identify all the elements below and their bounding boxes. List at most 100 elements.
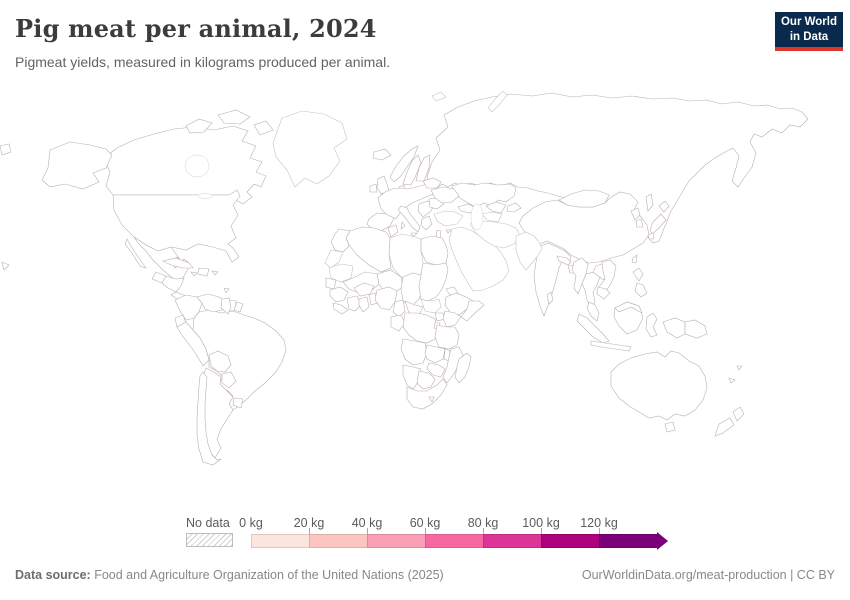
legend-segment-20-40[interactable]: [309, 534, 367, 548]
country-new-caledonia[interactable]: [728, 377, 736, 384]
country-egypt[interactable]: [420, 235, 449, 266]
country-malaysia-peninsular[interactable]: [586, 301, 600, 322]
country-japan-hokkaido[interactable]: [658, 200, 670, 213]
country-somalia[interactable]: [460, 300, 485, 322]
country-sweden[interactable]: [402, 154, 422, 186]
country-north-korea[interactable]: [630, 207, 641, 221]
country-fiji[interactable]: [736, 365, 743, 371]
country-sakhalin[interactable]: [645, 193, 654, 212]
legend-segment-40-60[interactable]: [367, 534, 425, 548]
country-kenya[interactable]: [442, 310, 462, 328]
legend-segment-80-100[interactable]: [483, 534, 541, 548]
country-uzbekistan[interactable]: [485, 201, 507, 214]
country-italy[interactable]: [397, 205, 421, 233]
country-algeria[interactable]: [345, 226, 392, 273]
country-eritrea[interactable]: [445, 286, 459, 296]
country-japan-honshu[interactable]: [649, 213, 667, 235]
country-cambodia[interactable]: [596, 286, 611, 300]
country-sumatra[interactable]: [576, 313, 610, 344]
country-senegal[interactable]: [325, 277, 337, 290]
legend-segment-60-80[interactable]: [425, 534, 483, 548]
country-hispaniola[interactable]: [197, 267, 210, 277]
country-sicily[interactable]: [410, 232, 418, 238]
country-canada-island-1[interactable]: [185, 118, 213, 134]
country-ireland[interactable]: [369, 183, 378, 193]
country-cameroon[interactable]: [392, 299, 406, 318]
owid-logo[interactable]: Our World in Data: [775, 12, 843, 51]
country-mexico[interactable]: [133, 236, 189, 282]
country-chukotka-fragment[interactable]: [0, 143, 12, 156]
country-novaya-zemlya[interactable]: [487, 90, 508, 113]
country-canada-island-3[interactable]: [253, 120, 274, 136]
country-south-korea[interactable]: [635, 218, 644, 228]
country-mongolia[interactable]: [558, 189, 610, 208]
country-gabon-congo[interactable]: [390, 314, 406, 332]
country-peru[interactable]: [176, 321, 210, 367]
country-burkina-faso[interactable]: [353, 282, 375, 297]
country-car[interactable]: [404, 300, 424, 316]
country-south-africa[interactable]: [406, 378, 448, 410]
legend-no-data-swatch[interactable]: [186, 533, 233, 547]
country-ukraine[interactable]: [430, 186, 460, 204]
country-uruguay[interactable]: [232, 397, 244, 409]
footer-credit[interactable]: OurWorldinData.org/meat-production | CC …: [581, 568, 835, 582]
country-turkmenistan[interactable]: [481, 211, 503, 223]
country-greece[interactable]: [420, 215, 433, 231]
country-west-papua[interactable]: [662, 317, 686, 339]
country-lesotho[interactable]: [428, 396, 435, 403]
country-tasmania[interactable]: [664, 421, 676, 433]
country-trinidad[interactable]: [223, 287, 230, 294]
country-ghana[interactable]: [358, 296, 370, 313]
country-greenland[interactable]: [272, 110, 348, 188]
country-spain-portugal[interactable]: [366, 212, 395, 232]
country-philippines-luzon[interactable]: [632, 267, 644, 282]
country-kazakhstan[interactable]: [451, 182, 517, 208]
country-french-guiana[interactable]: [233, 301, 244, 313]
country-guinea[interactable]: [329, 286, 349, 303]
country-paraguay[interactable]: [221, 371, 237, 389]
country-belarus-baltics[interactable]: [422, 177, 442, 189]
country-malaysia-east[interactable]: [614, 301, 643, 314]
country-taiwan[interactable]: [631, 254, 638, 264]
country-mauritania[interactable]: [328, 263, 354, 283]
country-zambia[interactable]: [424, 344, 446, 364]
country-hawaii[interactable]: [1, 261, 10, 271]
country-alaska[interactable]: [41, 141, 113, 190]
country-tunisia[interactable]: [387, 224, 399, 238]
country-south-sudan[interactable]: [420, 298, 442, 314]
country-honduras-nicaragua[interactable]: [161, 275, 185, 293]
country-sudan[interactable]: [418, 262, 449, 302]
country-mozambique[interactable]: [442, 346, 464, 384]
country-nz-north[interactable]: [732, 406, 745, 422]
country-chile[interactable]: [196, 371, 222, 466]
country-guyana[interactable]: [220, 297, 232, 315]
country-puerto-rico[interactable]: [211, 270, 219, 276]
country-myanmar[interactable]: [571, 257, 589, 295]
country-namibia[interactable]: [402, 364, 422, 390]
country-india[interactable]: [533, 242, 572, 317]
country-bolivia[interactable]: [208, 350, 232, 373]
country-brazil[interactable]: [192, 309, 287, 411]
country-cyprus[interactable]: [445, 229, 452, 234]
country-iceland[interactable]: [372, 148, 392, 161]
country-nepal[interactable]: [556, 255, 572, 266]
country-angola[interactable]: [400, 338, 428, 366]
country-drc[interactable]: [402, 312, 438, 344]
country-sri-lanka[interactable]: [546, 291, 554, 305]
country-java[interactable]: [590, 340, 632, 352]
country-jamaica[interactable]: [190, 271, 198, 277]
country-morocco[interactable]: [330, 228, 351, 253]
country-svalbard[interactable]: [431, 91, 447, 102]
country-australia[interactable]: [610, 350, 708, 421]
country-russia[interactable]: [426, 92, 809, 244]
country-tanzania[interactable]: [434, 324, 460, 350]
country-sulawesi[interactable]: [645, 312, 658, 338]
country-sierra-leone-liberia[interactable]: [332, 302, 349, 315]
country-madagascar[interactable]: [454, 352, 472, 384]
country-nigeria[interactable]: [374, 286, 398, 311]
country-kyrgyzstan-tajikistan[interactable]: [506, 202, 522, 213]
country-niger[interactable]: [376, 269, 404, 293]
country-japan-kyushu[interactable]: [647, 232, 655, 240]
country-afghanistan-pakistan[interactable]: [515, 231, 543, 271]
country-sardinia[interactable]: [400, 221, 406, 230]
